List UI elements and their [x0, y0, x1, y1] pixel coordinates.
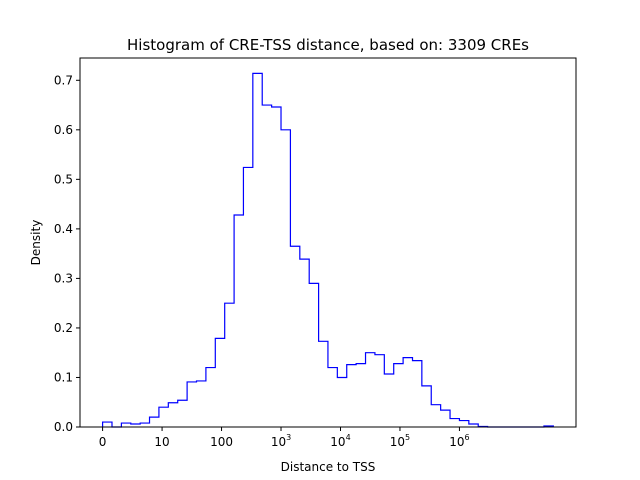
y-tick-label: 0.2	[54, 321, 73, 335]
y-tick-label: 0.7	[54, 73, 73, 87]
x-axis-label: Distance to TSS	[281, 460, 376, 474]
x-tick-label: 0	[99, 435, 107, 449]
y-tick-label: 0.6	[54, 123, 73, 137]
x-tick-label: 106	[449, 433, 469, 449]
y-tick-label: 0.5	[54, 172, 73, 186]
chart-title: Histogram of CRE-TSS distance, based on:…	[127, 36, 529, 54]
y-ticks: 0.0 0.1 0.2 0.3 0.4 0.5 0.6 0.7	[54, 73, 80, 434]
x-ticks: 0 10 100 103 104 105 106	[99, 427, 470, 449]
y-tick-label: 0.1	[54, 370, 73, 384]
y-tick-label: 0.4	[54, 222, 73, 236]
plot-frame	[79, 57, 577, 428]
x-tick-label: 103	[271, 433, 291, 449]
x-tick-label: 100	[210, 435, 233, 449]
y-axis-label: Density	[29, 220, 43, 266]
y-tick-label: 0.0	[54, 420, 73, 434]
y-tick-label: 0.3	[54, 271, 73, 285]
x-tick-label: 10	[154, 435, 169, 449]
x-tick-label: 105	[390, 433, 410, 449]
histogram-outline	[102, 72, 554, 428]
x-tick-label: 104	[330, 433, 350, 449]
